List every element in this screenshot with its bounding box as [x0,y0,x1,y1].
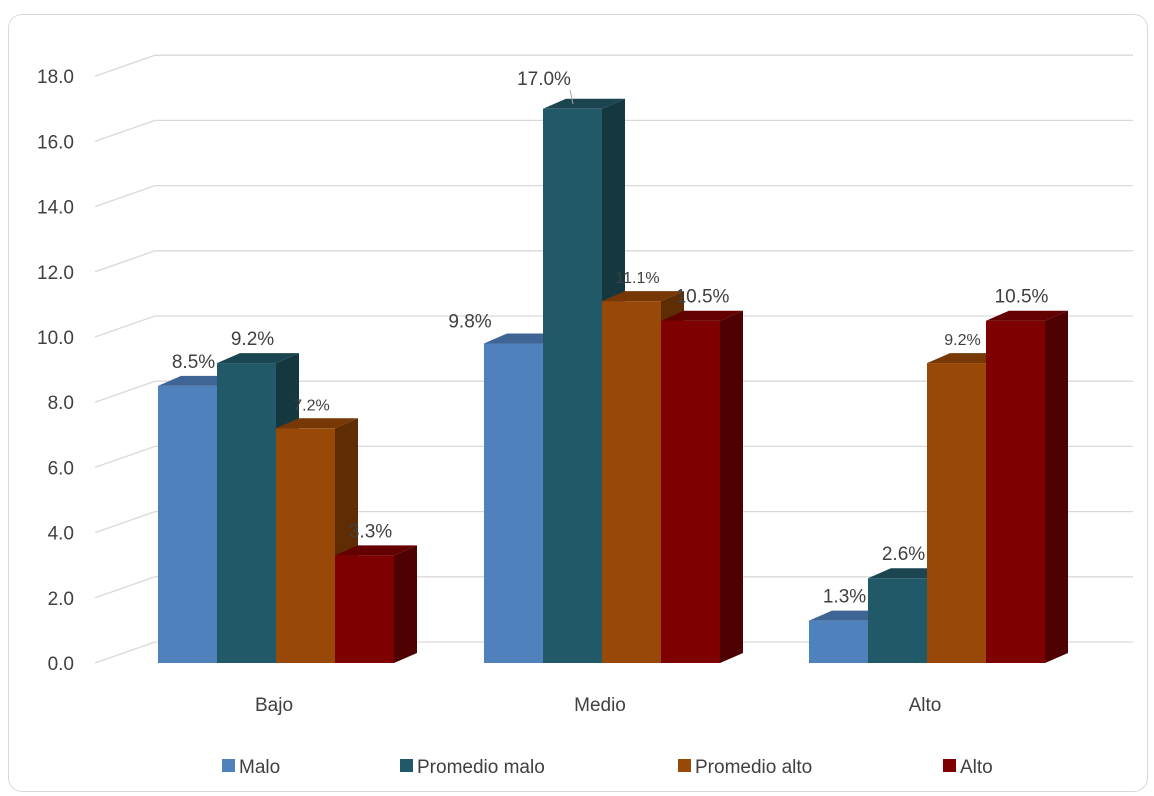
legend-swatch [943,759,956,772]
gridline [94,119,156,143]
bar-front [158,385,217,663]
legend-label: Promedio malo [417,757,545,778]
bar-front [809,620,868,663]
y-tick-label: 0.0 [48,654,74,675]
gridline [94,315,156,338]
legend-item-promedio-alto: Promedio alto [678,757,812,778]
data-label: 11.1% [615,270,659,287]
legend-label: Promedio alto [695,757,812,778]
x-axis: Bajo Medio Alto [255,695,941,716]
bar-top [543,98,625,109]
y-tick-label: 4.0 [48,524,74,545]
legend-item-promedio-malo: Promedio malo [400,757,545,778]
data-label: 10.5% [995,287,1049,308]
data-label: 17.0% [517,69,571,90]
x-category-label: Medio [574,695,626,716]
data-label: 7.2% [293,397,329,414]
x-category-label: Alto [909,695,942,716]
gridline [94,641,156,664]
bar-alto-alto [986,310,1068,663]
gridline [94,184,156,208]
y-tick-label: 12.0 [37,263,74,284]
bar-alto-bajo [335,545,417,663]
bar-side [720,310,743,663]
bar-front [276,428,335,663]
y-tick-label: 8.0 [48,393,74,414]
gridline [94,380,156,403]
y-tick-label: 16.0 [37,132,74,153]
bar-alto-medio [661,310,743,663]
bar-top [986,310,1068,321]
bar-top [602,291,684,302]
legend-swatch [222,759,235,772]
bars [158,98,1068,664]
leader-line [569,89,574,105]
x-category-label: Bajo [255,695,293,716]
gridline [94,54,156,77]
y-tick-label: 18.0 [37,67,74,88]
data-label: 9.2% [944,332,980,349]
y-tick-label: 6.0 [48,458,74,479]
gridline [94,250,156,273]
legend-swatch [678,759,691,772]
data-label: 2.6% [882,544,925,565]
y-axis: 0.0 2.0 4.0 6.0 8.0 10.0 12.0 14.0 16.0 18.0 [37,67,74,675]
legend-label: Malo [239,757,280,778]
bar-front [484,343,543,663]
bar-front [661,320,720,663]
gridline [94,576,156,599]
bar-front [335,555,394,663]
data-label: 10.5% [676,287,730,308]
y-tick-label: 2.0 [48,589,74,610]
data-label: 9.8% [448,312,491,333]
bar-front [868,578,927,663]
gridline [94,510,156,534]
data-label: 3.3% [349,521,392,542]
legend-swatch [400,759,413,772]
bar-top [661,310,743,321]
y-tick-label: 14.0 [37,198,74,219]
gridline [94,445,156,469]
data-labels: 8.5% 9.2% 7.2% 3.3% 9.8% 17.0% 11.1% 10.5% 1.3% 2… [172,69,1049,608]
legend-item-malo: Malo [222,757,280,778]
bar-promedio-malo-medio [543,98,625,664]
bar-top [335,545,417,556]
legend-item-alto: Alto [943,757,993,778]
bar-front [986,320,1045,663]
data-label: 8.5% [172,352,215,373]
data-label: 9.2% [231,329,274,350]
legend-label: Alto [960,757,993,778]
bar-side [394,545,417,663]
bar-front [217,363,276,663]
bar-front [927,363,986,663]
bar-side [1045,310,1068,663]
bar-front [543,108,602,664]
bar-promedio-alto-bajo [276,418,358,663]
bar-top [276,418,358,429]
bar-front [602,301,661,663]
legend: Malo Promedio malo Promedio alto Alto [222,757,993,778]
y-tick-label: 10.0 [37,328,74,349]
data-label: 1.3% [823,587,866,608]
bar-top [217,353,299,364]
